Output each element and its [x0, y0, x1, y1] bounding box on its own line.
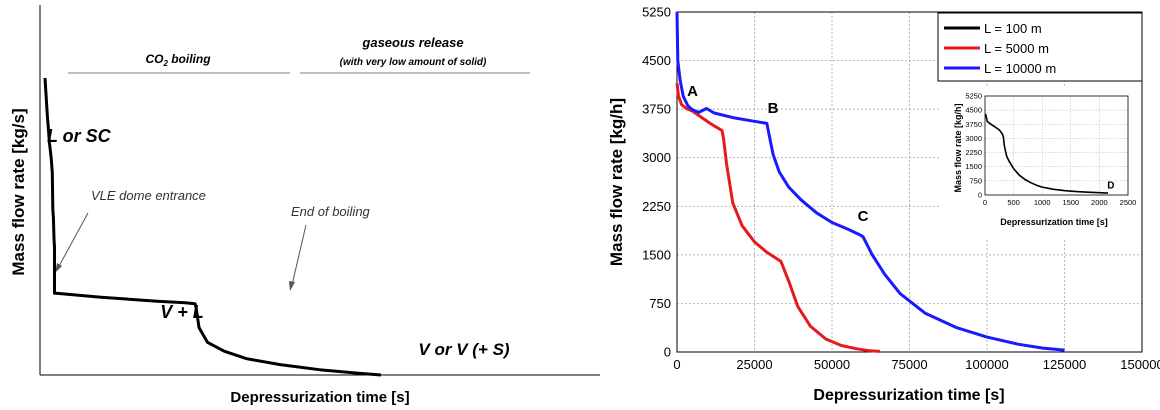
- left-series-line-0: [43, 77, 382, 377]
- right-y-axis-label: Mass flow rate [kg/h]: [607, 98, 626, 266]
- phase-label-boiling: CO2 boiling: [145, 52, 211, 68]
- right-y-tick-label: 2250: [642, 199, 671, 214]
- legend-label-l100: L = 100 m: [984, 21, 1042, 36]
- region-label-vapor: V or V (+ S): [418, 340, 509, 359]
- right-y-tick-label: 3750: [642, 102, 671, 117]
- inset-y-tick-label: 5250: [965, 92, 982, 101]
- annotation-end-arrow: [291, 224, 307, 286]
- annotation-end-boiling: End of boiling: [291, 204, 371, 219]
- inset-x-tick-label: 500: [1007, 198, 1020, 207]
- right-y-tick-label: 5250: [642, 5, 671, 20]
- annotation-vle-arrow: [57, 212, 89, 269]
- right-plot-frame: [676, 11, 1143, 353]
- right-x-tick-label: 0: [673, 357, 680, 372]
- left-x-axis-label: Depressurization time [s]: [230, 389, 409, 406]
- inset-x-tick-label: 1000: [1034, 198, 1051, 207]
- phase-sublabel-gaseous: (with very low amount of solid): [340, 57, 487, 68]
- inset-grid: [985, 96, 1128, 195]
- right-x-tick-label: 150000: [1120, 357, 1160, 372]
- region-label-liquid: L or SC: [47, 126, 112, 146]
- right-y-tick-label: 4500: [642, 53, 671, 68]
- inset-x-tick-label: 2500: [1120, 198, 1137, 207]
- annotation-vle-dome: VLE dome entrance: [91, 188, 206, 203]
- inset-y-tick-label: 4500: [965, 106, 982, 115]
- inset-y-tick-label: 2250: [965, 148, 982, 157]
- inset-x-tick-label: 2000: [1091, 198, 1108, 207]
- legend-label-l5000: L = 5000 m: [984, 41, 1049, 56]
- legend-label-l10000: L = 10000 m: [984, 61, 1056, 76]
- right-annotations: A B C: [687, 83, 869, 225]
- inset-y-tick-label: 1500: [965, 162, 982, 171]
- left-chart: Mass flow rate [kg/s] Depressurization t…: [9, 5, 600, 406]
- inset-point-label-D: D: [1107, 180, 1114, 191]
- inset-chart: 0 500 1000 1500 2000 2500 0 750 1500 2250 3000 3750…: [940, 86, 1140, 238]
- inset-x-tick-label: 1500: [1062, 198, 1079, 207]
- inset-ticks: 0 500 1000 1500 2000 2500 0 750 1500 2250 3000 3750…: [965, 92, 1136, 208]
- right-x-tick-label: 100000: [965, 357, 1008, 372]
- inset-series-group: [984, 113, 1109, 194]
- inset-series-line-0: [984, 113, 1109, 194]
- phase-label-gaseous: gaseous release: [361, 35, 463, 50]
- inset-plot-frame: [984, 95, 1129, 196]
- right-x-axis-label: Depressurization time [s]: [813, 387, 1004, 404]
- inset-background: [940, 86, 1140, 238]
- inset-y-tick-label: 0: [978, 191, 982, 200]
- right-point-label-C: C: [858, 208, 869, 225]
- annotation-vle-arrowhead: [55, 263, 62, 273]
- right-series-line-2: [675, 11, 1065, 352]
- right-series-line-1: [675, 83, 881, 353]
- inset-annotations: D: [1107, 180, 1114, 191]
- right-ticks: 0 25000 50000 75000 100000 125000 150000075015…: [642, 5, 1160, 373]
- left-series-group: [43, 77, 382, 377]
- right-y-tick-label: 1500: [642, 247, 671, 262]
- right-x-tick-label: 125000: [1043, 357, 1086, 372]
- right-chart: 0 25000 50000 75000 100000 125000 150000075015…: [607, 5, 1160, 405]
- inset-x-tick-label: 0: [983, 198, 987, 207]
- right-point-label-B: B: [768, 100, 779, 117]
- inset-y-axis-label: Mass flow rate [kg/h]: [953, 103, 963, 192]
- right-x-tick-label: 50000: [814, 357, 850, 372]
- legend: L = 100 m L = 5000 m L = 10000 m: [937, 12, 1143, 82]
- right-x-tick-label: 75000: [891, 357, 927, 372]
- inset-y-tick-label: 3750: [965, 120, 982, 129]
- annotation-end-arrowhead: [289, 281, 295, 291]
- right-series-group: [675, 11, 1065, 353]
- inset-y-tick-label: 3000: [965, 134, 982, 143]
- left-y-axis-label: Mass flow rate [kg/s]: [9, 108, 28, 275]
- inset-y-tick-label: 750: [969, 176, 982, 185]
- right-point-label-A: A: [687, 83, 698, 100]
- right-y-tick-label: 0: [664, 345, 671, 360]
- inset-x-axis-label: Depressurization time [s]: [1000, 217, 1108, 227]
- right-y-tick-label: 3000: [642, 150, 671, 165]
- right-y-tick-label: 750: [649, 296, 671, 311]
- region-label-vapor-liquid: V + L: [160, 302, 204, 322]
- right-x-tick-label: 25000: [736, 357, 772, 372]
